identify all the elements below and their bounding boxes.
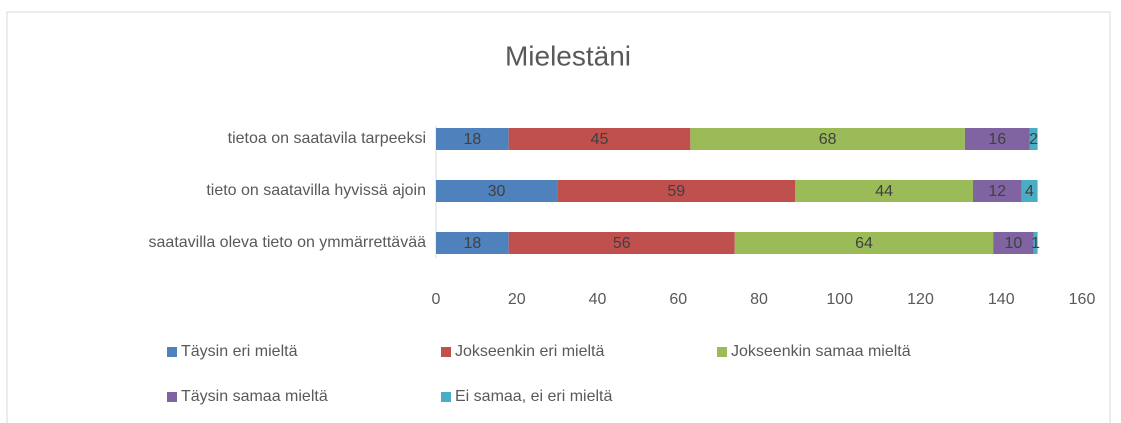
x-tick-label: 140 <box>988 291 1015 308</box>
category-label: saatavilla oleva tieto on ymmärrettävää <box>149 234 427 251</box>
bar-segment <box>508 232 735 254</box>
data-label: 44 <box>875 183 893 200</box>
chart-title: Mielestäni <box>505 40 631 71</box>
bar-segment <box>734 232 994 254</box>
x-tick-label: 120 <box>907 291 934 308</box>
legend-label: Täysin eri mieltä <box>181 343 298 360</box>
x-tick-label: 20 <box>508 291 526 308</box>
legend-swatch <box>167 347 177 357</box>
data-label: 68 <box>819 131 837 148</box>
data-label: 10 <box>1004 235 1022 252</box>
bar-segment <box>436 180 558 202</box>
data-label: 18 <box>463 131 481 148</box>
data-label: 56 <box>613 235 631 252</box>
legend-swatch <box>441 347 451 357</box>
bar-segment <box>508 128 691 150</box>
bar-segment <box>436 232 509 254</box>
x-tick-label: 160 <box>1069 291 1096 308</box>
bar-segment <box>964 128 1030 150</box>
bar-segment <box>1033 232 1038 254</box>
legend-label: Jokseenkin samaa mieltä <box>731 343 911 360</box>
bar-segment <box>972 180 1022 202</box>
bar-segment <box>436 128 509 150</box>
data-label: 2 <box>1029 131 1038 148</box>
x-tick-label: 80 <box>750 291 768 308</box>
data-label: 45 <box>591 131 609 148</box>
legend-swatch <box>167 392 177 402</box>
data-label: 59 <box>667 183 685 200</box>
legend-label: Jokseenkin eri mieltä <box>455 343 605 360</box>
chart-frame <box>6 11 1111 423</box>
legend-label: Ei samaa, ei eri mieltä <box>455 388 612 405</box>
x-tick-label: 100 <box>826 291 853 308</box>
bar-segment <box>690 128 965 150</box>
data-label: 1 <box>1031 235 1040 252</box>
x-tick-label: 0 <box>432 291 441 308</box>
x-tick-label: 60 <box>669 291 687 308</box>
data-label: 30 <box>488 183 506 200</box>
data-label: 64 <box>855 235 873 252</box>
bar-segment <box>795 180 973 202</box>
data-label: 4 <box>1025 183 1034 200</box>
data-label: 12 <box>988 183 1006 200</box>
data-label: 16 <box>988 131 1006 148</box>
category-label: tieto on saatavilla hyvissä ajoin <box>206 182 426 199</box>
bar-segment <box>1029 128 1038 150</box>
bar-segment <box>1021 180 1038 202</box>
legend-swatch <box>441 392 451 402</box>
category-label: tietoa on saatavila tarpeeksi <box>228 130 426 147</box>
bar-segment <box>557 180 796 202</box>
x-tick-label: 40 <box>589 291 607 308</box>
legend-swatch <box>717 347 727 357</box>
legend-label: Täysin samaa mieltä <box>181 388 328 405</box>
data-label: 18 <box>463 235 481 252</box>
bar-segment <box>993 232 1034 254</box>
